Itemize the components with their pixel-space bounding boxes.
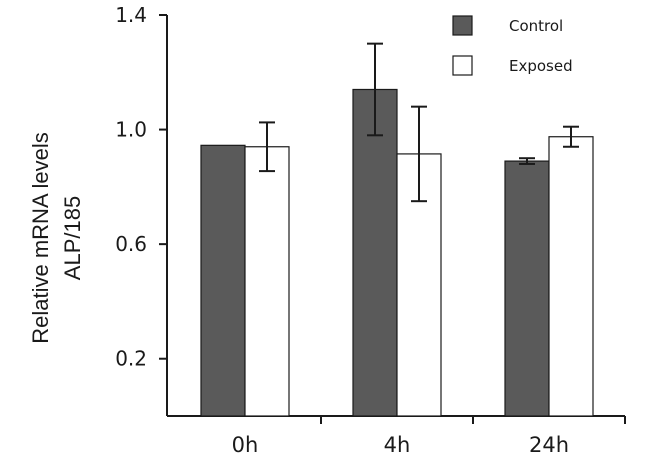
x-category-label: 24h (529, 433, 569, 457)
bar-control-24h (504, 160, 550, 417)
bar-exposed-0h (244, 146, 290, 417)
y-axis-title-line2: ALP/185 (60, 196, 85, 280)
x-category-label: 0h (232, 433, 259, 457)
y-tick-label: 1.4 (115, 3, 147, 27)
y-axis-title-line1: Relative mRNA levels (28, 132, 53, 344)
legend-label-control: Control (509, 17, 563, 35)
bar-control-0h (200, 144, 246, 417)
legend-swatch-exposed (452, 55, 473, 76)
y-axis-title: Relative mRNA levels ALP/185 (28, 132, 85, 344)
bars (200, 88, 594, 417)
y-axis-ticks: 0.2 0.6 1.0 1.4 (115, 3, 167, 371)
y-tick-label: 1.0 (115, 118, 147, 142)
bar-control-4h (352, 88, 398, 417)
error-bars (259, 42, 579, 203)
legend: Control Exposed (452, 15, 573, 76)
legend-label-exposed: Exposed (509, 57, 573, 75)
bar-exposed-24h (548, 136, 594, 417)
y-tick-label: 0.6 (115, 232, 147, 256)
legend-swatch-control (452, 15, 473, 36)
y-tick-label: 0.2 (115, 347, 147, 371)
x-axis-labels: 0h 4h 24h (232, 433, 569, 457)
x-category-label: 4h (384, 433, 411, 457)
